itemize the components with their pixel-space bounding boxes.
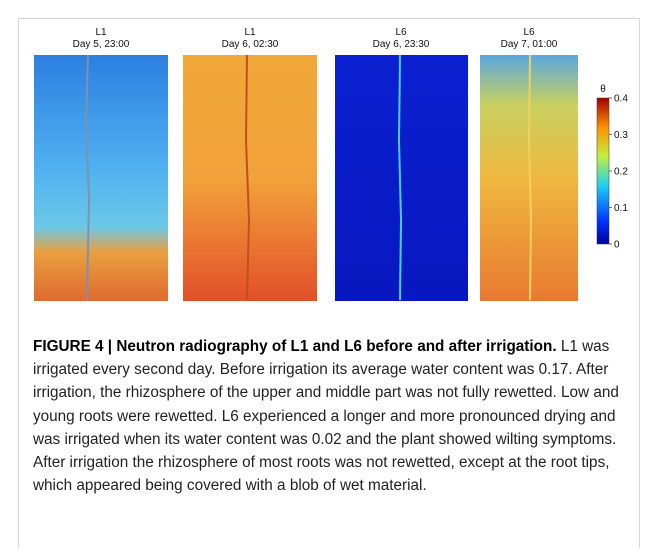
- root: [527, 54, 533, 301]
- figure-frame: [18, 18, 640, 548]
- radiograph: [34, 55, 168, 301]
- radiograph: [335, 55, 468, 301]
- colorbar-tick-label: 0.2: [614, 167, 628, 178]
- colorbar-tick-label: 0.1: [614, 203, 628, 214]
- panel-label: L6: [523, 27, 535, 38]
- panel-label: L1: [244, 27, 256, 38]
- radiograph: [183, 55, 317, 301]
- colorbar-tick-label: 0.3: [614, 130, 628, 141]
- colorbar-label: θ: [600, 84, 606, 95]
- panel-label: L1: [95, 27, 107, 38]
- caption: FIGURE 4 | Neutron radiography of L1 and…: [33, 335, 628, 497]
- root: [397, 54, 403, 301]
- caption-title: FIGURE 4 | Neutron radiography of L1 and…: [33, 338, 557, 355]
- colorbar: [596, 97, 610, 245]
- colorbar-tick-label: 0.4: [614, 94, 628, 105]
- colorbar-tick-label: 0: [614, 240, 620, 251]
- panel-time: Day 6, 02:30: [222, 39, 279, 50]
- panel-time: Day 5, 23:00: [73, 39, 130, 50]
- panel-label: L6: [395, 27, 407, 38]
- panel-time: Day 6, 23:30: [373, 39, 430, 50]
- root: [84, 54, 91, 301]
- panel-time: Day 7, 01:00: [501, 39, 558, 50]
- caption-body: L1 was irrigated every second day. Befor…: [33, 338, 619, 495]
- root: [244, 54, 251, 301]
